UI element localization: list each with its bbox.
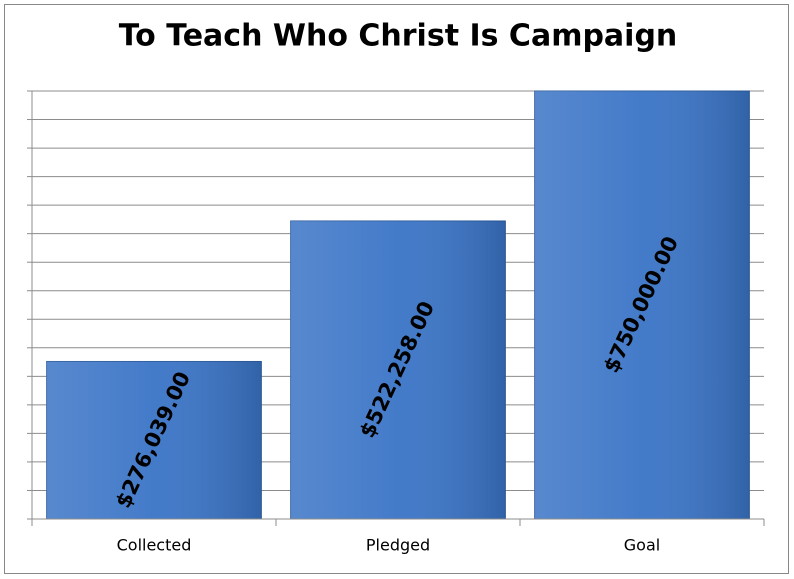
- chart-title: To Teach Who Christ Is Campaign: [119, 19, 678, 54]
- x-tick-label: Pledged: [366, 536, 430, 555]
- x-tick-label: Collected: [117, 536, 192, 555]
- x-tick-label: Goal: [624, 536, 660, 555]
